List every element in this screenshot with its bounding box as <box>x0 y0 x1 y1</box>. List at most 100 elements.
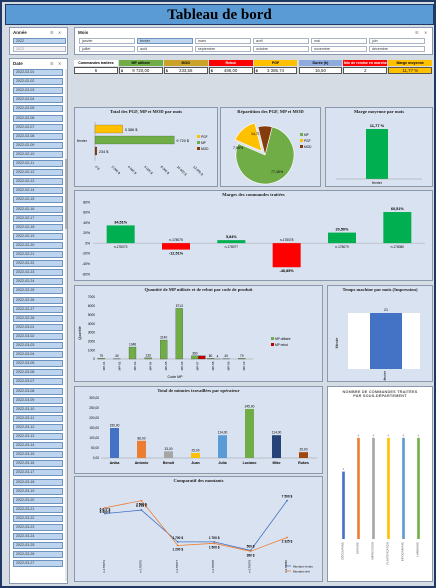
date-item[interactable]: 2022-02-05 <box>13 105 63 113</box>
annee-item-2023[interactable]: 2023 <box>13 46 66 52</box>
date-item[interactable]: 2022-02-27 <box>13 305 63 313</box>
date-item[interactable]: 2022-03-08 <box>13 387 63 395</box>
date-item[interactable]: 2022-03-21 <box>13 505 63 513</box>
date-item[interactable]: 2022-03-03 <box>13 342 63 349</box>
date-item[interactable]: 2022-02-24 <box>13 278 63 286</box>
quantite-mp-chart: 7000 6000 5000 4000 3000 2000 1000 0 79 MP-01 40 MP… <box>78 295 291 379</box>
date-item[interactable]: 2022-03-27 <box>13 560 63 568</box>
multi-select-icon[interactable]: ☰ <box>50 30 54 35</box>
date-item[interactable]: 2022-02-19 <box>13 232 63 240</box>
date-item[interactable]: 2022-03-13 <box>13 433 63 440</box>
mois-item[interactable]: novembre <box>311 46 367 52</box>
title-bar: Tableau de bord <box>5 4 434 25</box>
date-item[interactable]: 2022-02-13 <box>13 178 63 186</box>
date-item[interactable]: 2022-03-05 <box>13 360 63 368</box>
date-item[interactable]: 2022-03-10 <box>13 405 63 413</box>
multi-select-icon[interactable]: ☰ <box>415 30 419 35</box>
date-item[interactable]: 2022-02-21 <box>13 251 63 258</box>
date-item[interactable]: 2022-02-17 <box>13 214 63 222</box>
annee-slicer-header: Année <box>13 30 27 35</box>
date-item[interactable]: 2022-03-02 <box>13 332 63 340</box>
date-item[interactable]: 2022-03-17 <box>13 469 63 477</box>
date-item[interactable]: 2022-02-25 <box>13 287 63 295</box>
date-item[interactable]: 2022-03-18 <box>13 478 63 486</box>
date-item[interactable]: 2022-02-10 <box>13 150 63 158</box>
panel-marges-commandes: Marges des commandes traitées 80% 60% 40% 2… <box>74 190 433 281</box>
date-item[interactable]: 2022-02-02 <box>13 78 63 86</box>
clear-filter-icon[interactable]: ✕ <box>58 61 62 66</box>
mois-item[interactable]: janvier <box>79 38 135 44</box>
mois-item[interactable]: février <box>137 38 193 44</box>
kpi-currency: $ <box>210 68 213 73</box>
mois-item[interactable]: mars <box>195 38 251 44</box>
date-scrollbar[interactable] <box>65 69 67 581</box>
bar <box>366 129 388 179</box>
category-label: n-178080 <box>391 245 405 249</box>
date-item[interactable]: 2022-03-01 <box>13 323 63 331</box>
panel-minutes-operateur: Total de minutes travaillées par opérate… <box>74 386 323 474</box>
legend-swatch <box>197 147 200 150</box>
date-item[interactable]: 2022-02-09 <box>13 141 63 149</box>
bar <box>191 453 200 458</box>
date-item[interactable]: 2022-03-23 <box>13 524 63 531</box>
date-item[interactable]: 2022-02-03 <box>13 87 63 95</box>
mois-item[interactable]: juin <box>369 38 425 44</box>
date-item[interactable]: 2022-02-20 <box>13 241 63 249</box>
annee-item-2022[interactable]: 2022 <box>13 38 66 44</box>
date-item[interactable]: 2022-03-24 <box>13 533 63 541</box>
y-tick-label: 200,00 <box>89 416 99 420</box>
date-item[interactable]: 2022-03-14 <box>13 442 63 450</box>
date-item[interactable]: 2022-03-04 <box>13 351 63 359</box>
data-label: 6 500 $ <box>100 510 111 514</box>
data-label: 20,50% <box>336 228 350 232</box>
bar <box>357 437 360 539</box>
kpi-currency: $ <box>255 68 258 73</box>
bar-mp <box>191 355 199 360</box>
date-item[interactable]: 2022-03-15 <box>13 451 63 459</box>
date-item[interactable]: 2022-02-22 <box>13 260 63 268</box>
date-item[interactable]: 2022-02-28 <box>13 314 63 322</box>
date-item[interactable]: 2022-02-08 <box>13 132 63 140</box>
date-item[interactable]: 2022-02-16 <box>13 205 63 213</box>
date-item[interactable]: 2022-02-11 <box>13 160 63 167</box>
date-item[interactable]: 2022-02-23 <box>13 269 63 277</box>
y-tick-label: 80% <box>83 200 90 204</box>
legend-label: MP rebut <box>275 343 288 347</box>
mois-item[interactable]: juillet <box>79 46 135 52</box>
mois-item[interactable]: mai <box>311 38 367 44</box>
multi-select-icon[interactable]: ☰ <box>50 61 54 66</box>
date-item[interactable]: 2022-03-25 <box>13 542 63 550</box>
date-item[interactable]: 2022-03-20 <box>13 496 63 504</box>
date-item[interactable]: 2022-02-18 <box>13 223 63 231</box>
legend-label: MOD <box>201 147 209 151</box>
date-item[interactable]: 2022-02-01 <box>13 69 63 76</box>
mois-item[interactable]: avril <box>253 38 309 44</box>
chart-title: Temps machine par mois (Impression) <box>342 287 418 292</box>
date-item[interactable]: 2022-03-19 <box>13 487 63 495</box>
date-item[interactable]: 2022-03-09 <box>13 396 63 404</box>
date-item[interactable]: 2022-03-26 <box>13 551 63 559</box>
date-item[interactable]: 2022-03-07 <box>13 378 63 386</box>
date-item[interactable]: 2022-03-11 <box>13 414 63 422</box>
scrollbar-thumb[interactable] <box>65 159 67 229</box>
date-item[interactable]: 2022-03-12 <box>13 423 63 431</box>
data-label: 33,00 <box>165 447 173 451</box>
mois-item[interactable]: août <box>137 46 193 52</box>
date-item[interactable]: 2022-02-12 <box>13 169 63 177</box>
date-item[interactable]: 2022-03-22 <box>13 514 63 522</box>
clear-filter-icon[interactable]: ✕ <box>58 30 62 35</box>
data-label: 5713 <box>176 304 183 308</box>
date-item[interactable]: 2022-02-15 <box>13 196 63 204</box>
date-item[interactable]: 2022-03-16 <box>13 460 63 468</box>
mois-item[interactable]: septembre <box>195 46 251 52</box>
clear-filter-icon[interactable]: ✕ <box>424 30 428 35</box>
mois-item[interactable]: décembre <box>369 46 425 52</box>
mois-item[interactable]: octobre <box>253 46 309 52</box>
bar <box>162 243 190 250</box>
date-item[interactable]: 2022-02-04 <box>13 96 63 104</box>
date-item[interactable]: 2022-03-06 <box>13 369 63 377</box>
date-item[interactable]: 2022-02-07 <box>13 123 63 131</box>
date-item[interactable]: 2022-02-26 <box>13 296 63 304</box>
date-item[interactable]: 2022-02-14 <box>13 187 63 195</box>
date-item[interactable]: 2022-02-06 <box>13 114 63 122</box>
